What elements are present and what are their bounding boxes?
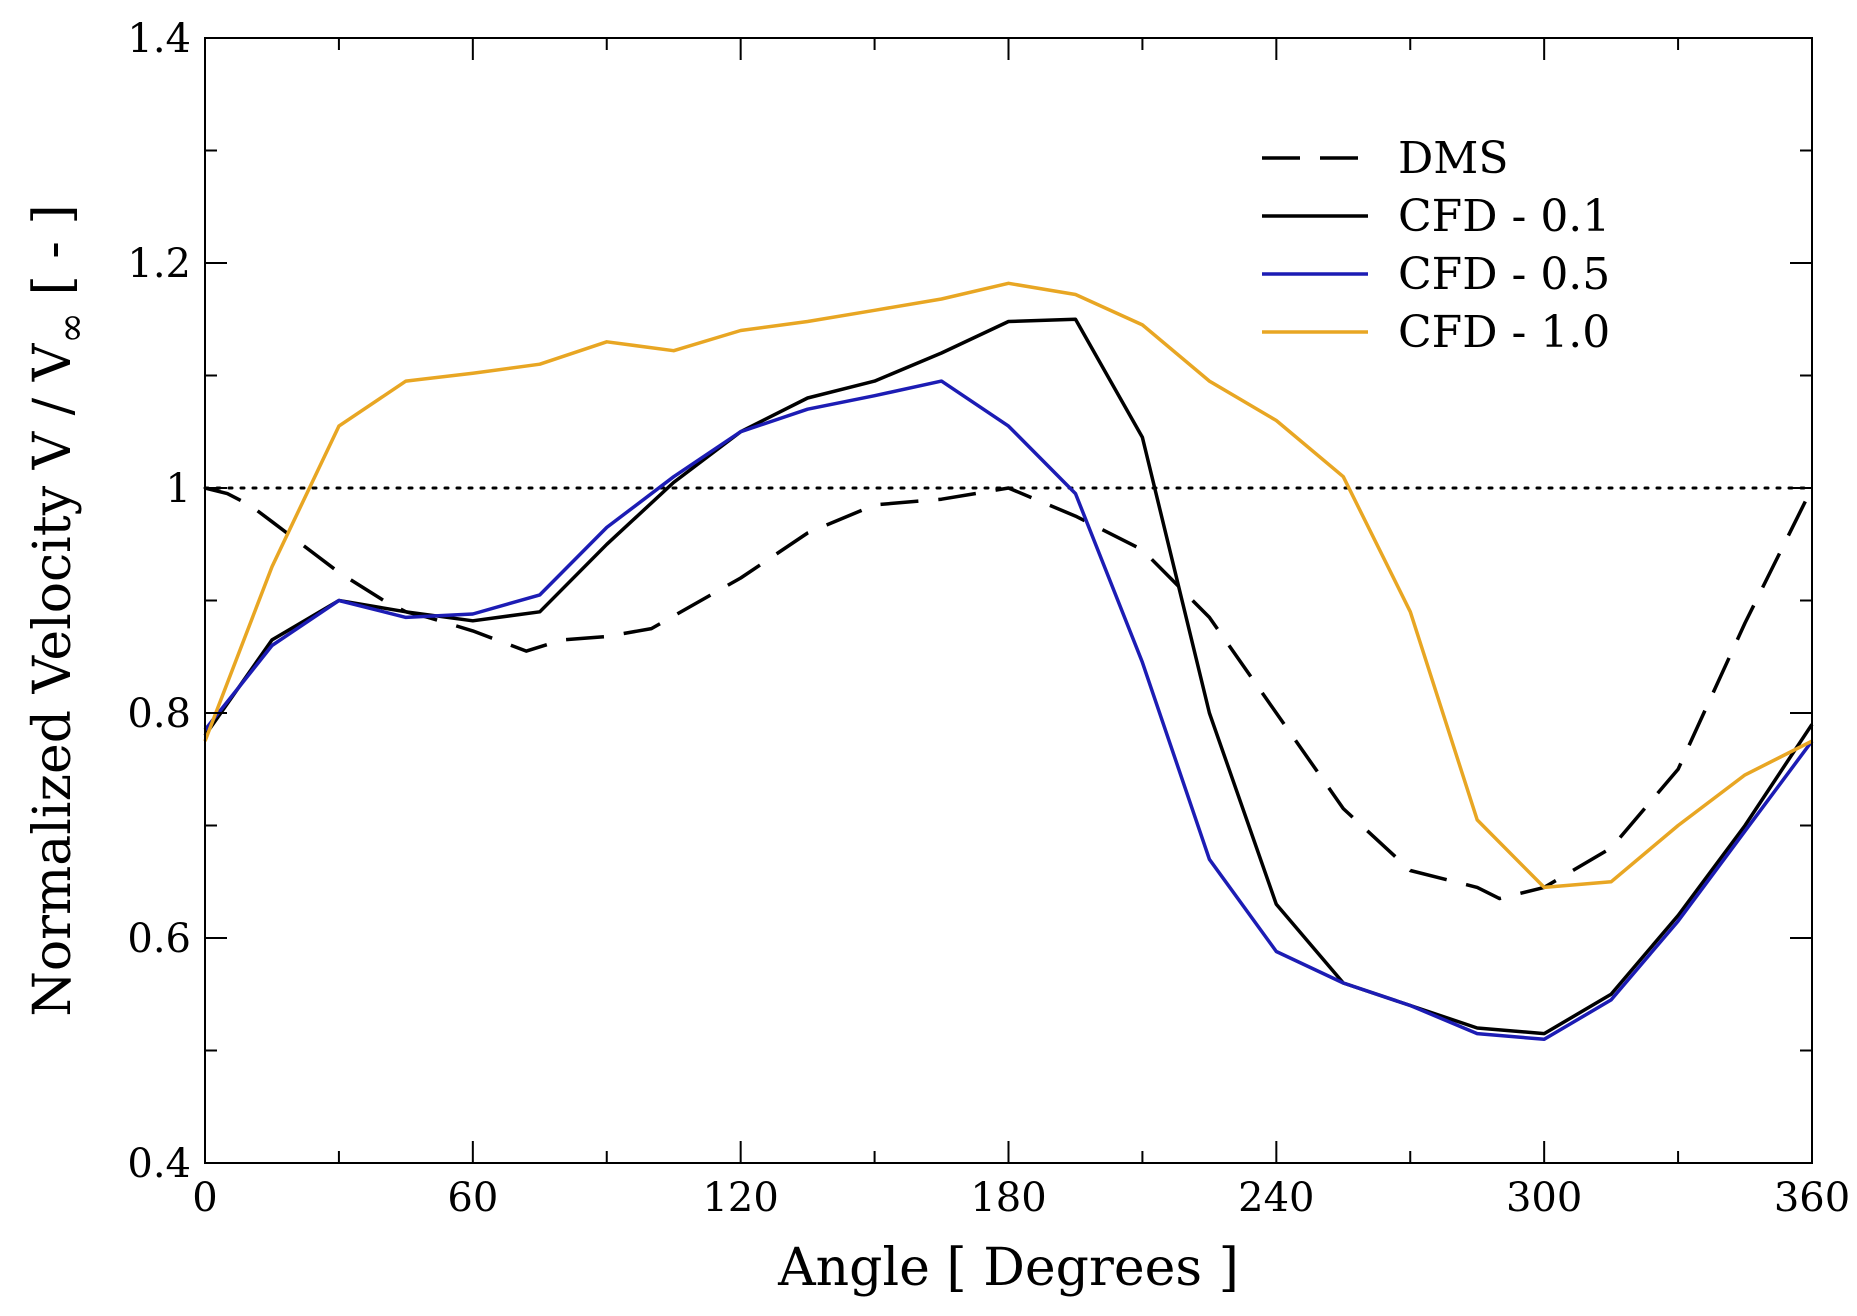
y-tick-label: 0.8 bbox=[127, 691, 191, 737]
y-tick-label: 1.2 bbox=[127, 241, 191, 287]
x-tick-label: 360 bbox=[1774, 1175, 1850, 1221]
y-tick-label: 1.4 bbox=[127, 16, 191, 62]
series-line-cfd-0-1 bbox=[203, 317, 1814, 1036]
y-axis-title-subscript: ∞ bbox=[49, 312, 93, 344]
series-line-cfd-0-5 bbox=[203, 379, 1814, 1042]
x-tick-label: 0 bbox=[192, 1175, 217, 1221]
series-line-dms bbox=[204, 486, 1814, 901]
x-tick-label: 300 bbox=[1506, 1175, 1582, 1221]
x-axis-title: Angle [ Degrees ] bbox=[777, 1238, 1239, 1298]
legend-label-dms: DMS bbox=[1398, 133, 1508, 184]
x-tick-label: 60 bbox=[447, 1175, 498, 1221]
tick-layer: 0 60 120 180 240 300 360 0.4 0.6 0.8 1 1.2 1.4 bbox=[127, 16, 1850, 1221]
legend: DMS CFD - 0.1 CFD - 0.5 CFD - 1.0 bbox=[1262, 133, 1610, 358]
legend-label-cfd-0-5: CFD - 0.5 bbox=[1398, 249, 1610, 300]
y-axis-title-main: Normalized Velocity V / V bbox=[23, 342, 83, 1016]
y-tick-label: 0.4 bbox=[127, 1141, 191, 1187]
y-tick-label: 0.6 bbox=[127, 916, 191, 962]
x-tick-label: 240 bbox=[1238, 1175, 1314, 1221]
series-line-cfd-1-0 bbox=[203, 281, 1813, 890]
legend-label-cfd-0-1: CFD - 0.1 bbox=[1398, 191, 1610, 242]
y-axis-title: Normalized Velocity V / V∞ [ - ] bbox=[23, 204, 93, 1016]
x-tick-label: 180 bbox=[970, 1175, 1046, 1221]
y-axis-title-tail: [ - ] bbox=[23, 204, 83, 312]
legend-label-cfd-1-0: CFD - 1.0 bbox=[1398, 307, 1610, 358]
x-tick-label: 120 bbox=[702, 1175, 778, 1221]
series-layer bbox=[203, 281, 1814, 1042]
y-tick-label: 1 bbox=[166, 466, 191, 512]
